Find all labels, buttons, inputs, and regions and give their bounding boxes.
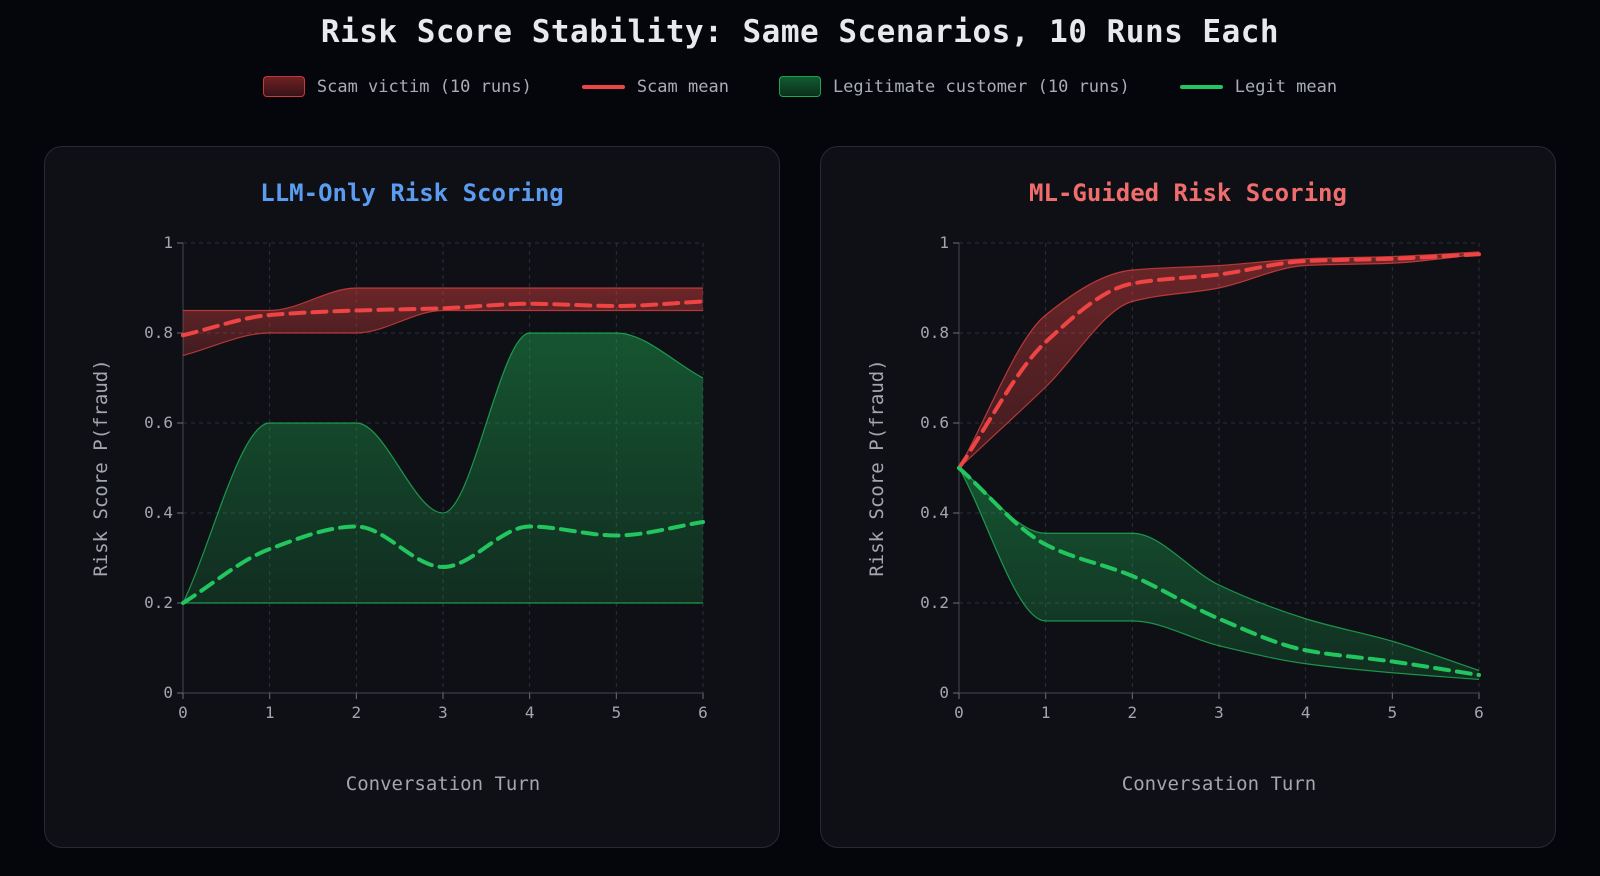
- legend-item-scam-band: Scam victim (10 runs): [262, 76, 532, 97]
- y-tick-label: 0.2: [144, 593, 173, 612]
- y-tick-label: 0.6: [144, 413, 173, 432]
- y-tick-label: 0: [163, 683, 173, 702]
- y-tick-label: 0: [939, 683, 949, 702]
- x-tick-label: 4: [525, 703, 535, 722]
- legend-swatch-scam-mean: [581, 84, 625, 89]
- legend-item-scam-mean: Scam mean: [581, 76, 729, 97]
- x-tick-label: 5: [612, 703, 622, 722]
- x-axis-label: Conversation Turn: [1122, 773, 1316, 795]
- legit-band-area: [959, 468, 1479, 680]
- legit-mean-line: [181, 520, 705, 605]
- legend-swatch-legit-mean: [1179, 84, 1223, 89]
- ml-guided-panel: ML-Guided Risk Scoring 0 0.2 0.4 0.6 0.8 1 0 1 2…: [820, 146, 1556, 848]
- legit-mean-line: [957, 466, 1481, 677]
- y-axis-label: Risk Score P(fraud): [866, 359, 888, 576]
- legit-band-upper-edge: [958, 467, 1480, 672]
- ml-guided-chart: 0 0.2 0.4 0.6 0.8 1 0 1 2 3 4 5 6 Conversation Turn Ri…: [866, 233, 1484, 795]
- y-axis-label: Risk Score P(fraud): [90, 359, 112, 576]
- x-tick-label: 6: [698, 703, 708, 722]
- scam-band-lower-edge: [182, 309, 703, 357]
- llm-only-panel: LLM-Only Risk Scoring 0 0.2 0.4 0.6 0.8 1 0 1 2 3…: [44, 146, 780, 848]
- x-tick-label: 3: [1214, 703, 1224, 722]
- scam-band-area: [183, 288, 703, 356]
- y-tick-label: 0.4: [920, 503, 949, 522]
- legend-item-legit-mean: Legit mean: [1179, 76, 1338, 97]
- y-tick-label: 0.6: [920, 413, 949, 432]
- x-tick-label: 4: [1301, 703, 1311, 722]
- legend: Scam victim (10 runs) Scam mean Legitima…: [0, 76, 1600, 97]
- scam-mean-line: [181, 299, 705, 338]
- x-tick-label: 0: [178, 703, 188, 722]
- page-title: Risk Score Stability: Same Scenarios, 10…: [320, 14, 1280, 50]
- llm-only-chart: 0 0.2 0.4 0.6 0.8 1 0 1 2 3 4 5 6 Conversation Turn Ri…: [90, 233, 708, 795]
- x-tick-label: 3: [438, 703, 448, 722]
- x-axis-label: Conversation Turn: [346, 773, 540, 795]
- y-tick-label: 0.8: [920, 323, 949, 342]
- legend-label-scam-mean: Scam mean: [636, 76, 729, 97]
- legit-band-area: [183, 333, 703, 603]
- x-tick-label: 1: [265, 703, 275, 722]
- x-tick-label: 1: [1041, 703, 1051, 722]
- legend-label-legit-mean: Legit mean: [1234, 76, 1338, 97]
- x-tick-label: 0: [954, 703, 964, 722]
- scam-band-lower-edge: [958, 253, 1480, 469]
- x-tick-label: 6: [1474, 703, 1484, 722]
- legend-swatch-legit-band: [778, 76, 821, 97]
- legit-band-upper-edge: [182, 332, 704, 604]
- legend-swatch-scam-band: [262, 76, 305, 97]
- legit-band-lower-edge: [958, 467, 1480, 681]
- y-tick-label: 1: [939, 233, 949, 252]
- scam-mean-line: [957, 252, 1481, 470]
- ml-guided-panel-title: ML-Guided Risk Scoring: [1029, 179, 1347, 207]
- legend-item-legit-band: Legitimate customer (10 runs): [778, 76, 1130, 97]
- scam-band-upper-edge: [183, 287, 703, 312]
- x-tick-label: 5: [1388, 703, 1398, 722]
- y-tick-label: 0.8: [144, 323, 173, 342]
- y-tick-label: 0.2: [920, 593, 949, 612]
- legend-label-legit-band: Legitimate customer (10 runs): [832, 76, 1130, 97]
- y-tick-label: 0.4: [144, 503, 173, 522]
- legend-label-scam-band: Scam victim (10 runs): [316, 76, 532, 97]
- x-tick-label: 2: [1128, 703, 1138, 722]
- x-tick-label: 2: [352, 703, 362, 722]
- scam-band-upper-edge: [958, 251, 1480, 469]
- llm-only-panel-title: LLM-Only Risk Scoring: [260, 179, 564, 207]
- y-tick-label: 1: [163, 233, 173, 252]
